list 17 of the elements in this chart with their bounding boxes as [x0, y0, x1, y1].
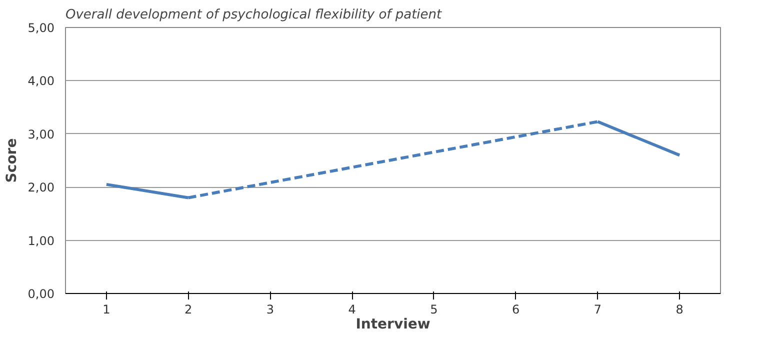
y-tick-label: 4,00	[28, 74, 54, 88]
x-tick-label: 6	[512, 302, 520, 316]
x-tick-label: 5	[430, 302, 438, 316]
x-tick-label: 7	[594, 302, 602, 316]
y-tick-label: 1,00	[28, 234, 54, 248]
x-tick-label: 1	[102, 302, 110, 316]
chart-title: Overall development of psychological flexibility of patient	[66, 8, 443, 22]
y-tick-label: 2,00	[28, 180, 54, 195]
x-axis-title: Interview	[356, 316, 430, 332]
x-tick-label: 3	[266, 302, 274, 316]
x-tick-label: 8	[676, 302, 684, 316]
y-tick-label: 3,00	[28, 127, 54, 142]
y-tick-label: 0,00	[28, 287, 54, 301]
y-axis-title: Score	[4, 138, 20, 183]
x-tick-label: 2	[184, 302, 192, 316]
x-tick-label: 4	[348, 302, 356, 316]
y-tick-label: 5,00	[28, 21, 54, 35]
